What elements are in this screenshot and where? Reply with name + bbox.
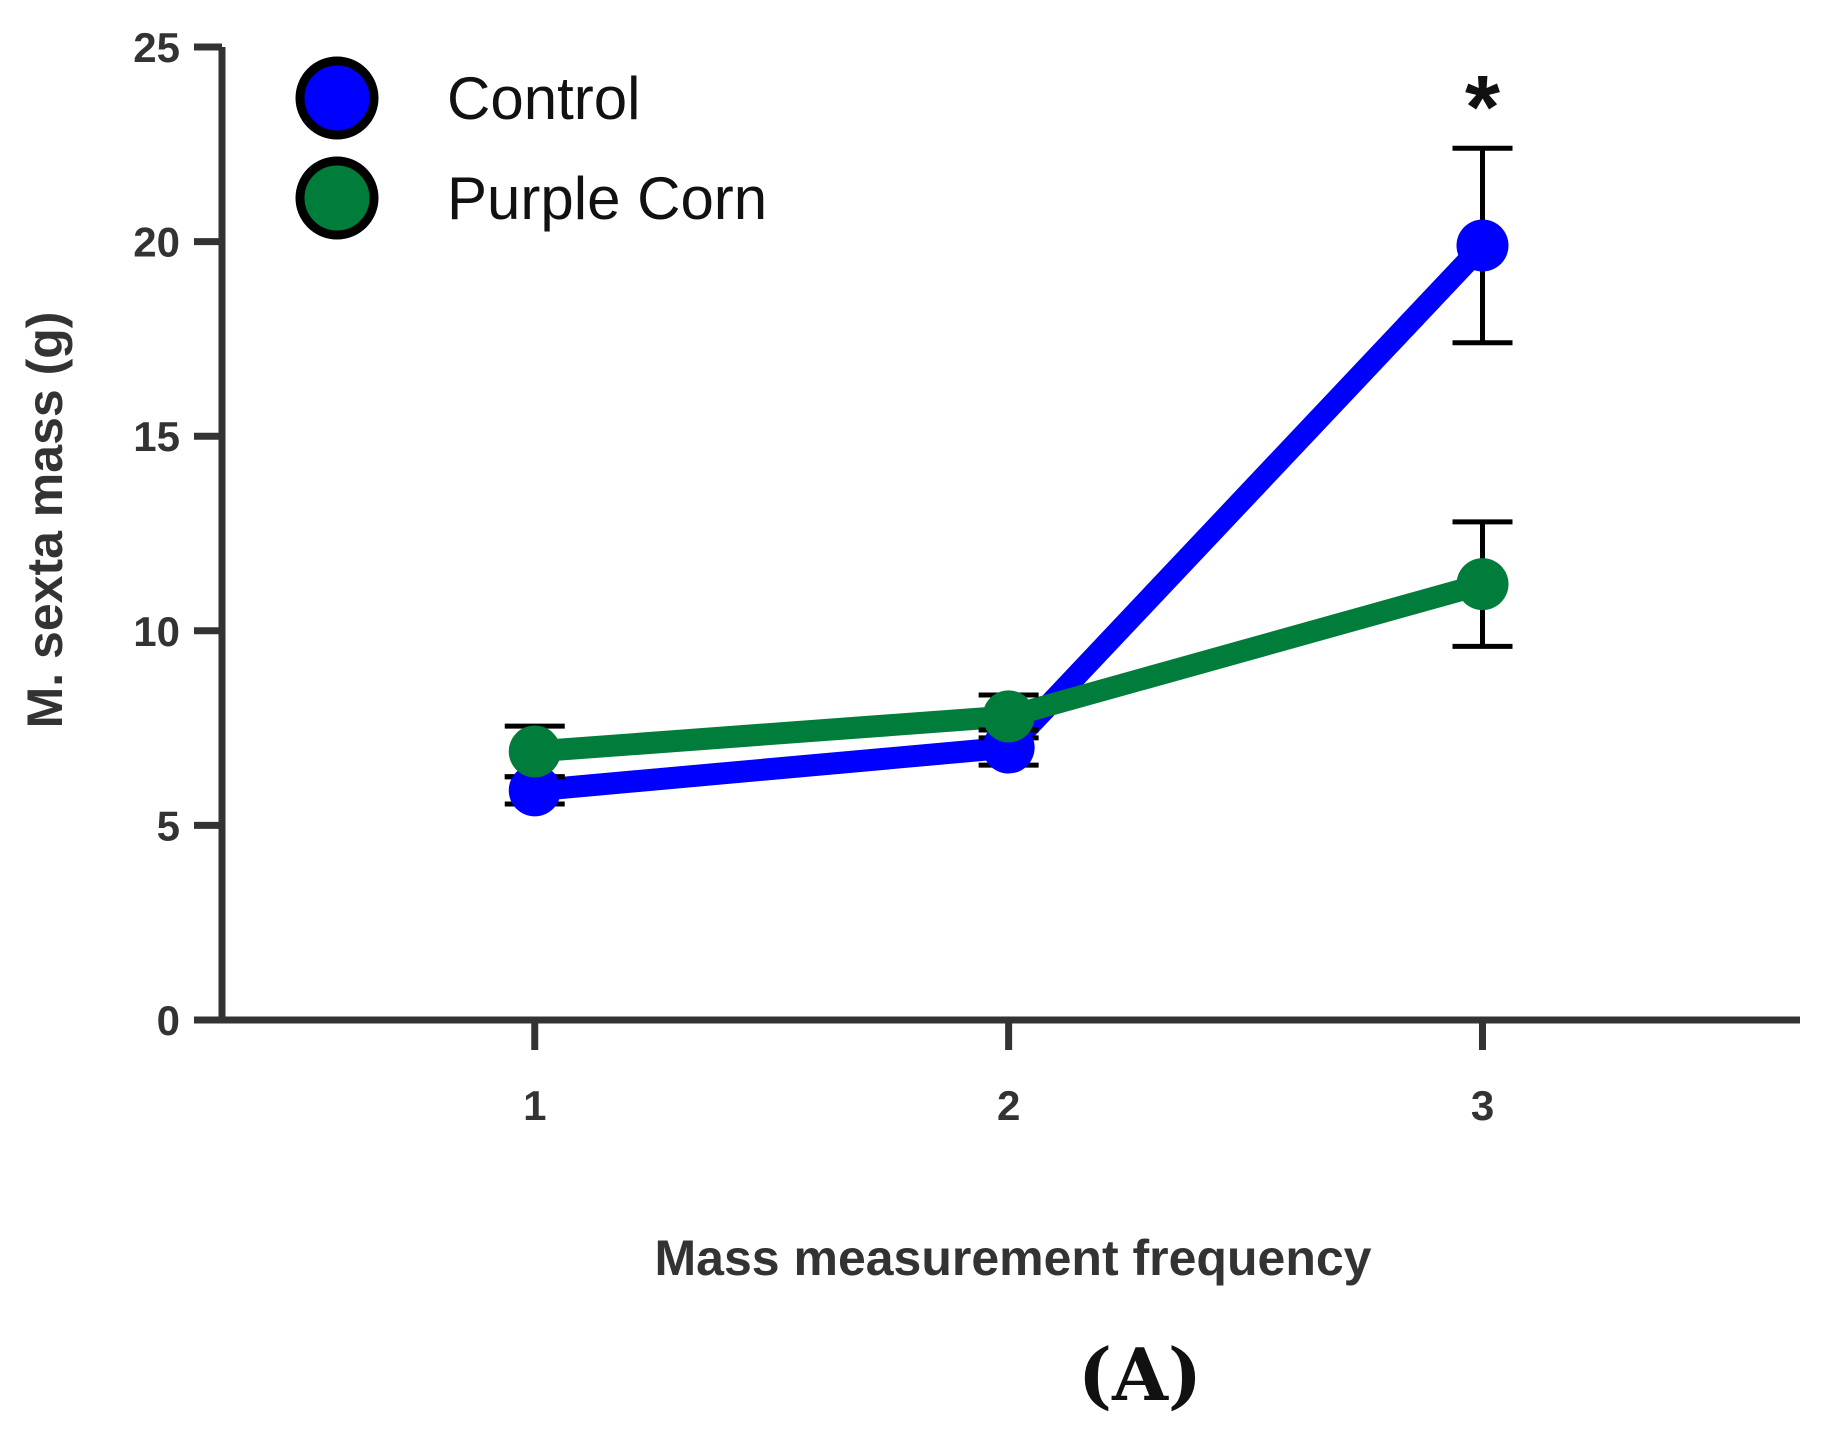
data-point-purple-corn: [982, 690, 1035, 743]
y-tick-label: 0: [157, 997, 180, 1044]
x-axis-title: Mass measurement frequency: [655, 1230, 1372, 1286]
y-axis-ticks: 0 5 10 15 20 25: [133, 24, 222, 1044]
x-tick-label: 1: [523, 1082, 546, 1129]
y-tick-label: 25: [133, 24, 180, 71]
y-tick-label: 15: [133, 413, 180, 460]
panel-label: (A): [1078, 1332, 1202, 1417]
y-axis-title: M. sexta mass (g): [17, 312, 73, 729]
x-tick-label: 2: [997, 1082, 1020, 1129]
x-axis-ticks: 1 2 3: [523, 1020, 1494, 1129]
legend-marker-control: [295, 56, 379, 140]
legend-label-control: Control: [447, 65, 640, 132]
legend: Control Purple Corn: [295, 56, 767, 240]
y-tick-label: 5: [157, 802, 180, 849]
x-tick-label: 3: [1471, 1082, 1494, 1129]
data-point-control: [508, 764, 561, 817]
data-point-purple-corn: [508, 725, 561, 778]
legend-marker-purple-corn: [295, 156, 379, 240]
y-tick-label: 20: [133, 219, 180, 266]
data-point-purple-corn: [1456, 558, 1509, 611]
data-point-control: [1456, 219, 1509, 272]
legend-label-purple-corn: Purple Corn: [447, 165, 767, 232]
series-layer: *: [504, 58, 1513, 817]
significance-marker: *: [1465, 58, 1500, 158]
y-tick-label: 10: [133, 608, 180, 655]
